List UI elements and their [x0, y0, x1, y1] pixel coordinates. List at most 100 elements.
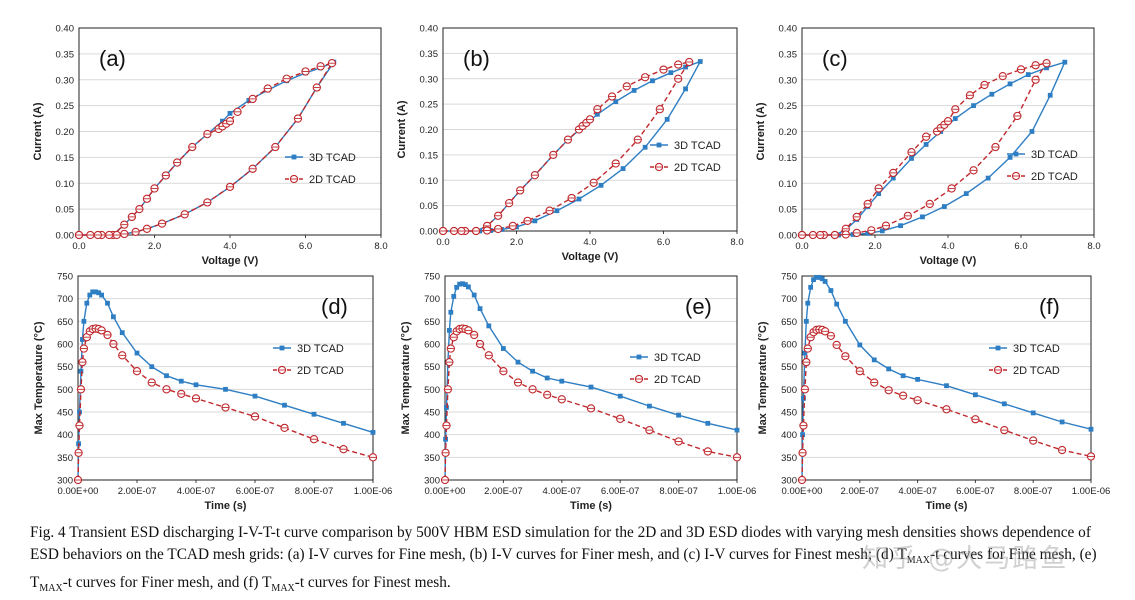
y-tick-label: 0.30	[420, 74, 439, 85]
panel-f: 300 350 400 450 500 550 600 650 700 750 0.00E+00 2.…	[757, 272, 1110, 513]
x-tick-label: 8.00E-07	[1014, 486, 1053, 497]
data-point-square	[588, 384, 594, 390]
legend-label: 2D TCAD	[654, 374, 701, 386]
legend-entry: 2D TCAD	[989, 365, 1060, 377]
plot-frame	[77, 275, 374, 481]
y-tick-label: 650	[57, 317, 73, 328]
data-point-square	[734, 427, 740, 433]
data-point-square	[650, 78, 655, 84]
x-tick-label: 8.0	[730, 237, 743, 248]
series-3d	[76, 59, 337, 238]
y-tick-label: 0.20	[779, 127, 798, 138]
data-point-square	[828, 288, 834, 293]
y-tick-label: 300	[424, 476, 440, 487]
y-tick-label: 0.35	[779, 49, 798, 60]
series-2d	[797, 59, 1051, 240]
y-tick-label: 550	[57, 362, 73, 373]
x-axis-label: Time (s)	[570, 500, 612, 512]
series-line	[77, 291, 374, 481]
data-point-square	[227, 110, 233, 116]
legend-entry: 2D TCAD	[273, 365, 344, 377]
y-tick-label: 0.40	[56, 24, 75, 35]
data-point-square	[822, 279, 828, 284]
y-tick-label: 0.35	[56, 49, 75, 60]
caption-sub-1: MAX	[906, 555, 931, 567]
data-point-square	[944, 383, 949, 389]
data-point-square	[920, 214, 925, 220]
data-point-square	[963, 191, 969, 196]
data-point-square	[879, 228, 885, 234]
x-tick-label: 2.0	[868, 241, 881, 252]
x-tick-label: 8.0	[374, 241, 387, 252]
legend-label: 3D TCAD	[1013, 343, 1060, 355]
x-tick-label: 8.0	[1087, 241, 1100, 252]
y-tick-label: 700	[57, 294, 73, 305]
legend-marker	[1013, 151, 1019, 157]
y-tick-label: 350	[57, 453, 73, 464]
data-point-square	[448, 309, 454, 315]
series-2d	[797, 325, 1096, 485]
data-point-square	[915, 376, 920, 382]
legend-entry: 3D TCAD	[273, 343, 344, 355]
data-point-square	[559, 378, 565, 384]
x-axis-label: Time (s)	[926, 500, 968, 512]
caption-text-1: Fig. 4 Transient ESD discharging I-V-T-t…	[30, 524, 1091, 563]
legend-marker	[636, 354, 642, 360]
data-point-square	[808, 284, 814, 290]
x-tick-label: 6.00E-07	[601, 486, 640, 497]
data-point-square	[105, 300, 110, 306]
data-point-square	[705, 420, 711, 426]
caption-text-3: -t curves for Finer mesh, and (f) T	[62, 574, 272, 592]
data-point-square	[1025, 72, 1031, 77]
data-point-square	[594, 111, 600, 117]
y-tick-label: 400	[57, 430, 73, 441]
legend-label: 3D TCAD	[309, 152, 356, 164]
data-point-square	[193, 382, 199, 388]
y-tick-label: 700	[781, 294, 797, 305]
series-line	[801, 276, 1092, 481]
x-tick-label: 0.00E+00	[58, 486, 99, 497]
x-tick-label: 2.00E-07	[484, 486, 523, 497]
y-tick-label: 0.25	[779, 101, 798, 112]
legend-label: 2D TCAD	[297, 365, 344, 377]
data-point-square	[941, 204, 947, 209]
caption-sub-3: MAX	[271, 583, 295, 595]
data-point-square	[178, 378, 184, 384]
data-point-square	[544, 375, 550, 381]
series-line	[444, 282, 738, 481]
x-tick-label: 4.00E-07	[543, 486, 582, 497]
x-tick-label: 8.00E-07	[659, 486, 698, 497]
data-point-square	[811, 277, 816, 283]
data-point-square	[465, 284, 471, 290]
data-point-square	[647, 403, 652, 409]
data-point-square	[668, 70, 674, 76]
y-axis-label: Max Temperature (°C)	[757, 321, 769, 434]
data-point-square	[857, 342, 863, 348]
x-tick-label: 4.00E-07	[898, 486, 937, 497]
data-point-square	[1088, 426, 1094, 432]
y-tick-label: 350	[424, 453, 440, 464]
data-point-square	[84, 300, 90, 306]
data-point-square	[952, 116, 958, 121]
caption-sub-2: MAX	[39, 583, 63, 595]
data-point-square	[119, 330, 125, 336]
y-tick-label: 0.15	[56, 153, 75, 164]
data-point-square	[554, 208, 560, 214]
data-point-square	[989, 91, 995, 97]
data-point-square	[613, 99, 619, 104]
legend-entry: 3D TCAD	[1007, 149, 1078, 161]
series-2d	[74, 59, 337, 240]
caption-text-4: -t curves for Finest mesh.	[294, 574, 451, 592]
data-point-square	[886, 366, 892, 372]
data-point-square	[111, 314, 116, 320]
data-point-square	[282, 402, 287, 408]
y-tick-label: 650	[781, 317, 797, 328]
data-point-square	[973, 392, 978, 398]
series-3d	[799, 59, 1068, 238]
data-point-square	[457, 281, 462, 287]
x-tick-label: 0.0	[72, 241, 85, 252]
y-tick-label: 0.00	[420, 227, 439, 238]
data-point-square	[1007, 81, 1013, 87]
x-axis-label: Voltage (V)	[920, 255, 977, 267]
y-tick-label: 700	[424, 294, 440, 305]
